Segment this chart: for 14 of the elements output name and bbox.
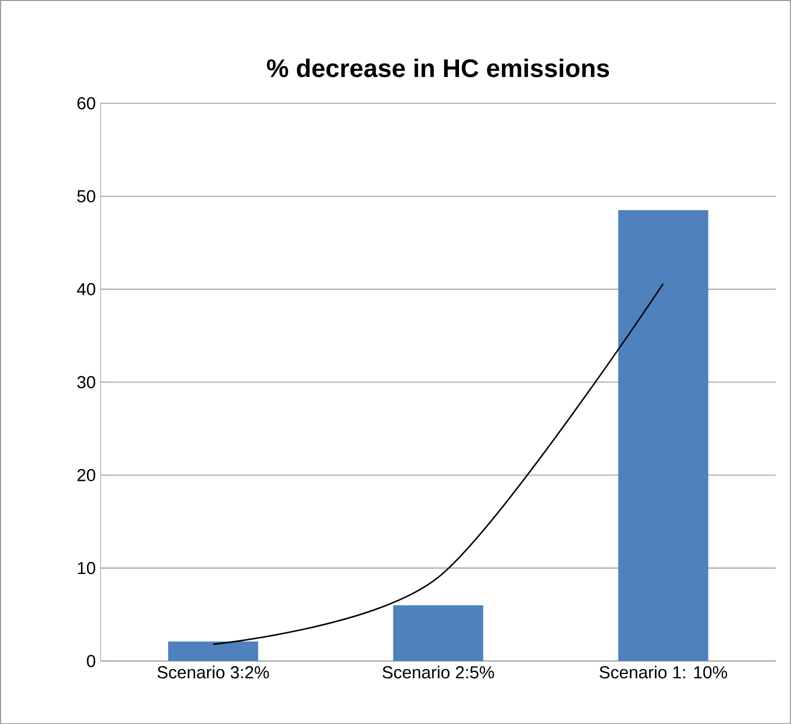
bar xyxy=(618,210,708,661)
y-tick-label: 10 xyxy=(78,562,96,574)
x-tick-label: Scenario 3:2% xyxy=(158,666,269,678)
y-tick-label: 40 xyxy=(77,282,96,296)
chart-title: % decrease in HC emissions xyxy=(266,58,610,78)
x-tick-label: Scenario 1: 10% xyxy=(600,666,728,678)
bar xyxy=(393,605,484,661)
y-tick-label: 20 xyxy=(77,468,96,482)
y-tick-label: 50 xyxy=(77,190,96,202)
x-tick-label: Scenario 2:5% xyxy=(382,666,494,678)
y-tick-label: 60 xyxy=(77,97,96,110)
y-tick-label: 30 xyxy=(77,376,96,388)
bar xyxy=(168,641,258,661)
y-tick-label: 0 xyxy=(86,654,96,668)
